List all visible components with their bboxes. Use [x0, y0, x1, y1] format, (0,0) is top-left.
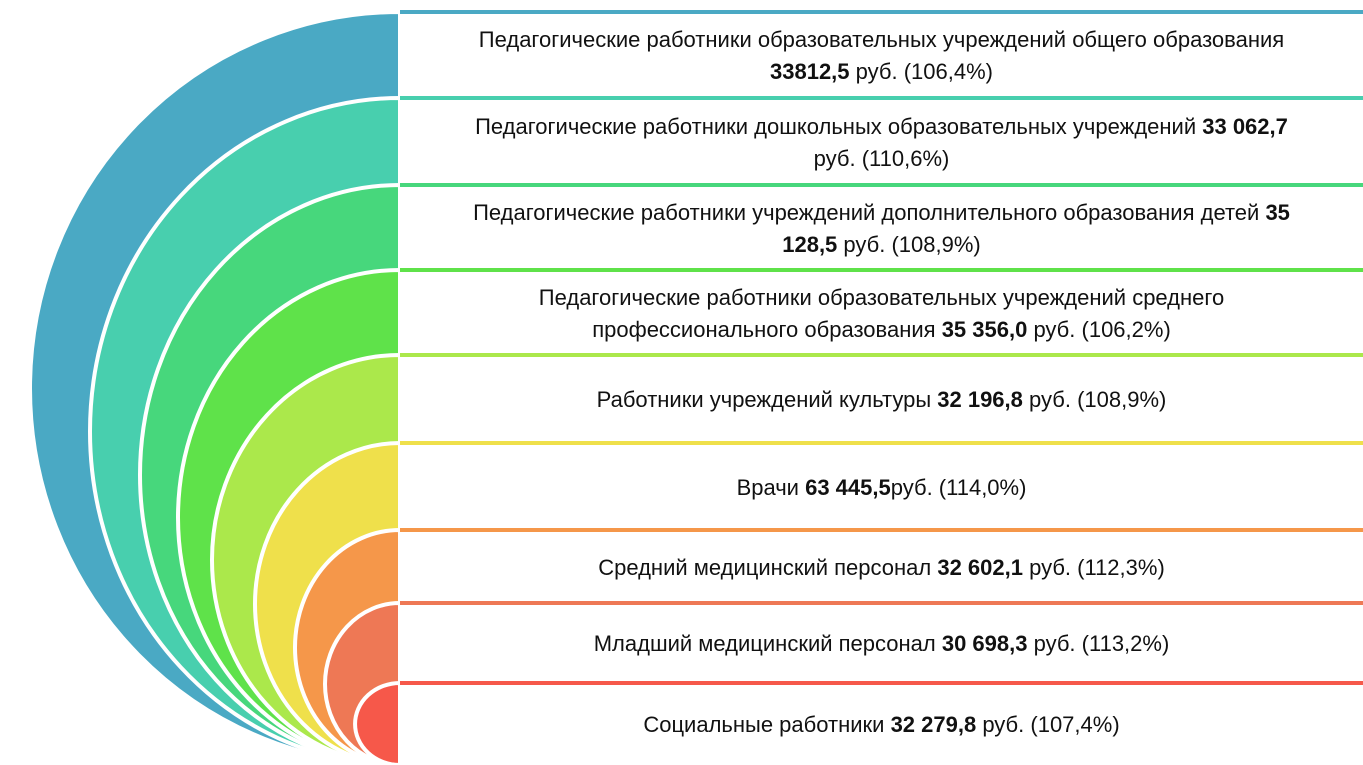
row-text: Врачи 63 445,5руб. (114,0%)	[400, 445, 1363, 530]
text: Младший медицинский персонал	[593, 631, 942, 656]
text: Социальные работники	[643, 712, 891, 737]
row-text: Средний медицинский персонал 32 602,1 ру…	[400, 532, 1363, 603]
row-label: Средний медицинский персонал 32 602,1 ру…	[598, 552, 1165, 584]
text: Врачи	[736, 474, 806, 500]
row-label: Педагогические работники образовательных…	[460, 24, 1303, 88]
value: 30 698,3	[941, 631, 1028, 656]
text: руб. (106,2%)	[1027, 316, 1171, 342]
text: руб. (112,3%)	[1022, 554, 1165, 580]
row-label: Младший медицинский персонал 30 698,3 ру…	[594, 628, 1170, 660]
row-label: Педагогические работники учреждений допо…	[460, 197, 1303, 261]
text: Средний медицинский персонал	[598, 554, 938, 580]
value: 32 602,1	[937, 554, 1023, 580]
text: руб. (108,9%)	[1022, 387, 1167, 412]
row-label: Врачи 63 445,5руб. (114,0%)	[737, 472, 1027, 504]
row-label: Педагогические работники образовательных…	[460, 282, 1303, 346]
row-text: Младший медицинский персонал 30 698,3 ру…	[400, 605, 1363, 683]
value: 32 279,8	[890, 712, 977, 737]
text: руб. (107,4%)	[976, 712, 1120, 737]
text: Педагогические работники дошкольных обра…	[475, 113, 1203, 139]
arc	[353, 680, 402, 765]
row-text: Педагогические работники образовательных…	[400, 14, 1363, 98]
row-text: Педагогические работники учреждений допо…	[400, 187, 1363, 270]
text: руб. (106,4%)	[849, 59, 993, 84]
text: Работники учреждений культуры	[596, 387, 938, 412]
value: 35 356,0	[941, 316, 1028, 342]
text: руб. (113,2%)	[1027, 631, 1170, 656]
text: руб. (110,6%)	[813, 113, 1294, 171]
value: 32 196,8	[937, 387, 1023, 412]
value: 63 445,5	[805, 474, 891, 500]
value: 33 062,7	[1202, 113, 1288, 139]
text: Педагогические работники образовательных…	[538, 284, 1231, 342]
row-label: Социальные работники 32 279,8 руб. (107,…	[643, 709, 1119, 741]
row-text: Педагогические работники дошкольных обра…	[400, 100, 1363, 185]
value: 33812,5	[770, 59, 850, 84]
row-label: Педагогические работники дошкольных обра…	[460, 111, 1303, 175]
row-text: Педагогические работники образовательных…	[400, 272, 1363, 355]
text: руб. (114,0%)	[890, 474, 1027, 500]
row-text: Социальные работники 32 279,8 руб. (107,…	[400, 685, 1363, 765]
row-label: Работники учреждений культуры 32 196,8 р…	[597, 384, 1167, 416]
row-text: Работники учреждений культуры 32 196,8 р…	[400, 357, 1363, 443]
text: Педагогические работники учреждений допо…	[473, 199, 1266, 225]
text: Педагогические работники образовательных…	[478, 27, 1291, 52]
text: руб. (108,9%)	[837, 231, 981, 257]
value: 35 128,5	[782, 199, 1297, 257]
